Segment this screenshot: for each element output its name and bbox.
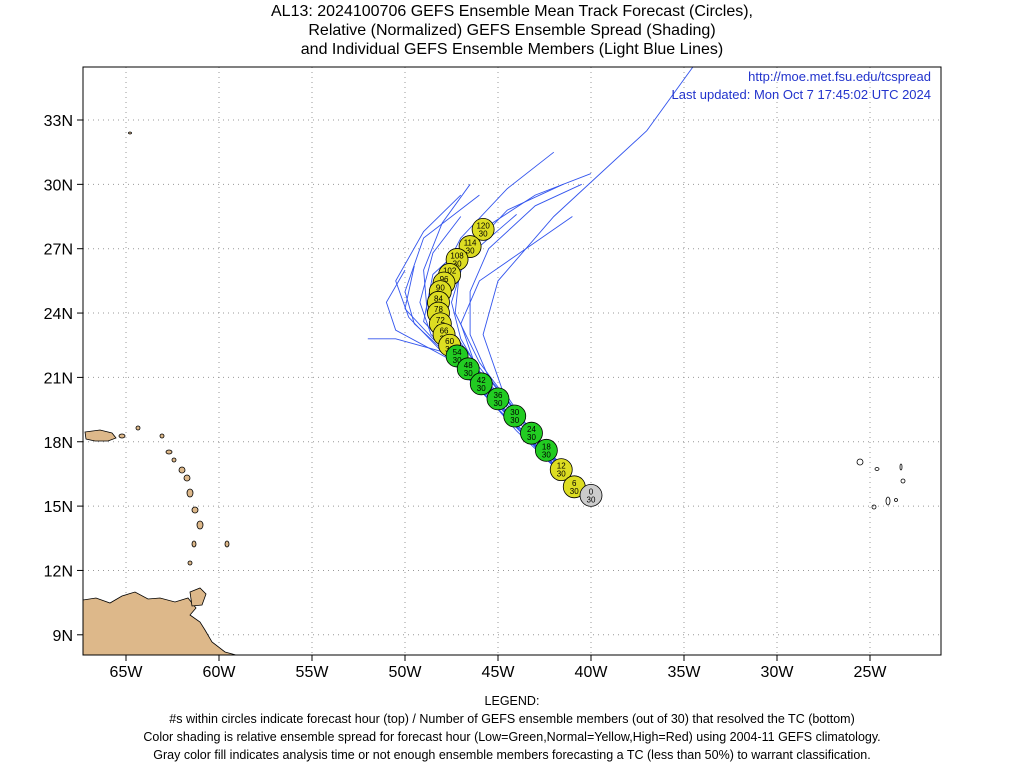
track-point: 030 bbox=[579, 483, 603, 507]
member-count-label: 30 bbox=[494, 399, 503, 408]
member-count-label: 30 bbox=[510, 416, 519, 425]
tick-label-lon: 35W bbox=[668, 664, 702, 681]
member-count-label: 30 bbox=[477, 384, 486, 393]
lesser-antilles-islands bbox=[118, 131, 230, 566]
tick-label-lon: 25W bbox=[854, 664, 888, 681]
legend-heading: LEGEND: bbox=[484, 694, 540, 708]
forecast-hour-label: 84 bbox=[434, 294, 443, 303]
legend-line1: #s within circles indicate forecast hour… bbox=[169, 712, 855, 726]
forecast-hour-label: 102 bbox=[443, 266, 457, 275]
member-count-label: 30 bbox=[466, 247, 475, 256]
tick-label-lat: 18N bbox=[44, 435, 73, 452]
legend-line2: Color shading is relative ensemble sprea… bbox=[143, 730, 881, 744]
forecast-hour-label: 30 bbox=[510, 408, 519, 417]
member-count-label: 30 bbox=[527, 433, 536, 442]
ensemble-member-line bbox=[404, 194, 583, 494]
tick-label-lon: 45W bbox=[482, 664, 516, 681]
forecast-hour-label: 66 bbox=[440, 327, 449, 336]
tick-label-lat: 9N bbox=[53, 628, 73, 645]
tick-label-lat: 12N bbox=[44, 563, 73, 580]
track-circle bbox=[520, 421, 543, 445]
member-count-label: 30 bbox=[542, 450, 551, 459]
tick-label-lon: 65W bbox=[110, 664, 144, 681]
forecast-hour-label: 108 bbox=[450, 251, 464, 260]
forecast-hour-label: 96 bbox=[440, 275, 449, 284]
trinidad-land bbox=[189, 587, 207, 607]
forecast-hour-label: 42 bbox=[477, 376, 486, 385]
credit-updated: Last updated: Mon Oct 7 17:45:02 UTC 202… bbox=[672, 87, 931, 102]
axis-ticks: 65W 60W 55W 50W 45W 40W 35W 30W 25W 33N 30N 27N 24N 2… bbox=[44, 113, 888, 681]
member-count-label: 30 bbox=[570, 487, 579, 496]
member-count-label: 30 bbox=[557, 470, 566, 479]
tick-label-lat: 27N bbox=[44, 242, 73, 259]
member-count-label: 30 bbox=[587, 495, 596, 504]
tick-label-lon: 50W bbox=[389, 664, 423, 681]
tick-label-lat: 30N bbox=[44, 177, 73, 194]
map-title-line1: AL13: 2024100706 GEFS Ensemble Mean Trac… bbox=[271, 3, 753, 20]
forecast-hour-label: 114 bbox=[464, 239, 477, 248]
legend-line3: Gray color fill indicates analysis time … bbox=[153, 748, 871, 762]
credit-url[interactable]: http://moe.met.fsu.edu/tcspread bbox=[748, 69, 931, 84]
tick-label-lon: 55W bbox=[296, 664, 330, 681]
map-title-line2: Relative (Normalized) GEFS Ensemble Spre… bbox=[308, 22, 716, 39]
forecast-hour-label: 120 bbox=[476, 221, 490, 230]
track-circle bbox=[503, 404, 527, 428]
tick-label-lat: 21N bbox=[44, 370, 73, 387]
tick-label-lon: 30W bbox=[761, 664, 795, 681]
forecast-hour-label: 90 bbox=[436, 284, 445, 293]
track-circle bbox=[469, 372, 493, 396]
tick-label-lon: 60W bbox=[203, 664, 237, 681]
forecast-hour-label: 36 bbox=[494, 391, 503, 400]
member-count-label: 30 bbox=[464, 369, 473, 378]
land-masses bbox=[83, 131, 906, 655]
ensemble-member-line bbox=[419, 216, 583, 494]
puerto-rico-land bbox=[84, 429, 117, 442]
plot-area bbox=[83, 67, 941, 655]
tick-label-lon: 40W bbox=[575, 664, 609, 681]
member-count-label: 30 bbox=[453, 259, 462, 268]
forecast-hour-label: 6 bbox=[572, 479, 577, 488]
forecast-hour-label: 78 bbox=[434, 305, 443, 314]
forecast-hour-label: 0 bbox=[589, 487, 594, 496]
tick-label-lat: 24N bbox=[44, 306, 73, 323]
tick-label-lat: 15N bbox=[44, 499, 73, 516]
grid-lines bbox=[83, 67, 941, 655]
map-title-line3: and Individual GEFS Ensemble Members (Li… bbox=[300, 41, 724, 58]
track-circle bbox=[471, 217, 495, 241]
member-count-label: 30 bbox=[479, 229, 488, 238]
cape-verde-islands bbox=[856, 458, 906, 510]
forecast-hour-label: 60 bbox=[445, 337, 454, 346]
tick-label-lat: 33N bbox=[44, 113, 73, 130]
forecast-hour-label: 12 bbox=[557, 462, 566, 471]
track-circle bbox=[579, 483, 603, 507]
forecast-hour-label: 24 bbox=[527, 425, 536, 434]
forecast-hour-label: 18 bbox=[542, 442, 551, 451]
track-circle bbox=[456, 357, 480, 381]
track-circle bbox=[486, 387, 510, 411]
forecast-hour-label: 48 bbox=[464, 361, 473, 370]
track-circle bbox=[549, 458, 573, 482]
plot-frame bbox=[82, 66, 942, 656]
track-map: 1203011430108301023096309030843078307230… bbox=[44, 66, 942, 681]
mean-track-circles: 1203011430108301023096309030843078307230… bbox=[427, 217, 603, 507]
track-circle bbox=[534, 438, 558, 462]
member-count-label: 30 bbox=[453, 356, 462, 365]
forecast-hour-label: 72 bbox=[436, 316, 445, 325]
forecast-hour-label: 54 bbox=[453, 348, 462, 357]
